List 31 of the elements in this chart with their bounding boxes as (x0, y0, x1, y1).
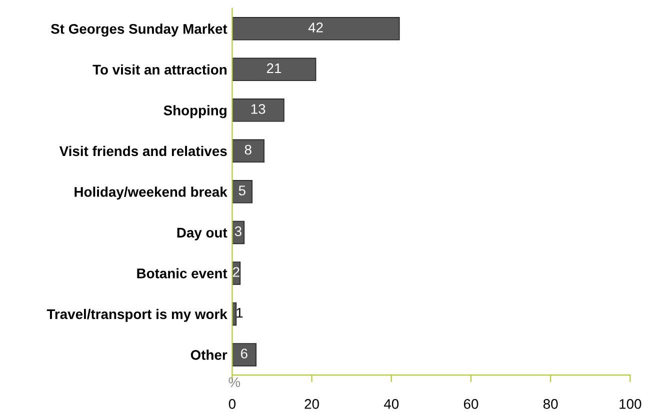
y-tick-label: Day out (177, 228, 228, 240)
bar (232, 139, 264, 163)
bar (232, 17, 400, 40)
data-label: 1 (236, 308, 243, 318)
y-tick-label: Other (190, 350, 228, 360)
x-axis-title: % (228, 377, 240, 388)
bar (232, 98, 284, 122)
x-tick-label: 40 (384, 399, 399, 409)
bar (232, 180, 253, 204)
y-tick-label: Travel/transport is my work (46, 308, 228, 322)
y-tick-label: Visit friends and relatives (59, 146, 227, 156)
data-label: 3 (234, 226, 242, 236)
y-tick-label: Holiday/weekend break (74, 186, 228, 200)
y-tick-label: Shopping (164, 105, 226, 118)
x-tick-label: 20 (304, 399, 319, 409)
data-label: 6 (240, 348, 248, 358)
bar (232, 343, 256, 366)
data-label: 5 (238, 186, 246, 196)
x-tick-label: 0 (228, 399, 236, 409)
x-tick-label: 80 (543, 399, 558, 409)
data-label: 8 (244, 144, 252, 155)
y-tick-label: To visit an attraction (92, 64, 226, 75)
data-label: 42 (308, 22, 323, 32)
data-label: 2 (233, 267, 240, 277)
x-tick-label: 100 (620, 399, 642, 409)
y-tick-label: St Georges Sunday Market (51, 24, 228, 37)
data-label: 13 (251, 104, 266, 114)
data-label: 21 (266, 63, 282, 74)
bar (232, 58, 316, 82)
x-tick-label: 60 (464, 399, 478, 409)
y-tick-label: Botanic event (137, 268, 228, 278)
